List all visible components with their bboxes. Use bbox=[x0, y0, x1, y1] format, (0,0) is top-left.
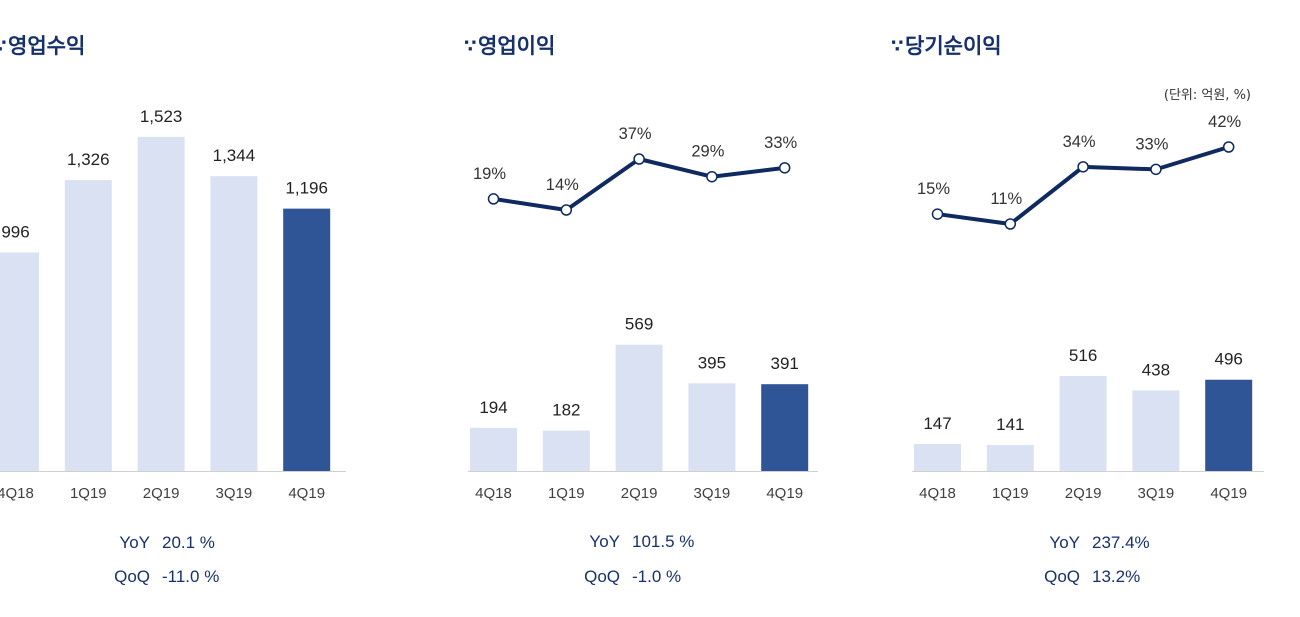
x-tick-label: 4Q18 bbox=[0, 485, 34, 502]
bar-value-label: 516 bbox=[1069, 346, 1097, 365]
bar-value-label: 194 bbox=[479, 398, 507, 417]
bar-value-label: 996 bbox=[1, 223, 29, 242]
margin-point bbox=[1077, 161, 1089, 173]
chart-title-bullet-icon: ∵ bbox=[0, 36, 7, 57]
x-tick-label: 2Q19 bbox=[1065, 485, 1102, 502]
chart-title: 영업수익 bbox=[8, 34, 85, 58]
margin-point bbox=[1222, 141, 1235, 153]
bar-3q19 bbox=[1132, 390, 1180, 471]
bar-value-label: 569 bbox=[625, 315, 653, 334]
yoy-label: YoY bbox=[119, 533, 150, 552]
bar-4q19 bbox=[283, 208, 331, 471]
margin-point bbox=[1150, 163, 1162, 176]
margin-line bbox=[493, 157, 785, 212]
margin-point bbox=[560, 204, 573, 216]
margin-label: 34% bbox=[1063, 133, 1096, 151]
x-tick-label: 3Q19 bbox=[1138, 485, 1175, 502]
bar-value-label: 395 bbox=[698, 353, 726, 372]
bar-value-label: 1,344 bbox=[213, 146, 256, 165]
yoy-label: YoY bbox=[1049, 533, 1080, 552]
bar-value-label: 141 bbox=[996, 415, 1024, 434]
margin-point bbox=[633, 153, 645, 165]
margin-label: 19% bbox=[473, 165, 506, 183]
bar-2q19 bbox=[137, 136, 185, 471]
qoq-label: QoQ bbox=[1044, 567, 1080, 586]
unit-note: (단위: 억원, %) bbox=[1164, 88, 1251, 103]
margin-point bbox=[778, 162, 791, 174]
bar-4q18 bbox=[470, 427, 517, 471]
x-tick-label: 4Q19 bbox=[1210, 485, 1247, 502]
x-tick-label: 1Q19 bbox=[992, 485, 1029, 502]
qoq-value: -11.0 % bbox=[162, 567, 219, 586]
margin-label: 14% bbox=[546, 176, 579, 194]
yoy-value: 20.1 % bbox=[162, 533, 215, 552]
x-tick-label: 3Q19 bbox=[694, 485, 731, 502]
qoq-label: QoQ bbox=[114, 567, 150, 586]
bar-2q19 bbox=[615, 344, 663, 471]
margin-point bbox=[931, 208, 944, 220]
x-tick-label: 4Q19 bbox=[288, 485, 325, 502]
chart-title-bullet-icon: ∵ bbox=[464, 36, 477, 57]
x-tick-label: 4Q18 bbox=[475, 485, 512, 502]
yoy-label: YoY bbox=[589, 532, 620, 551]
bar-value-label: 1,196 bbox=[285, 179, 328, 198]
x-tick-label: 4Q19 bbox=[766, 485, 803, 502]
bar-value-label: 1,326 bbox=[67, 150, 110, 169]
yoy-value: 101.5 % bbox=[632, 532, 694, 551]
margin-label: 42% bbox=[1208, 113, 1241, 131]
margin-point bbox=[487, 193, 500, 205]
margin-label: 29% bbox=[691, 143, 724, 161]
bar-value-label: 1,523 bbox=[140, 107, 183, 126]
qoq-value: -1.0 % bbox=[632, 567, 681, 586]
x-tick-label: 3Q19 bbox=[216, 485, 253, 502]
margin-line bbox=[937, 145, 1230, 226]
margin-label: 33% bbox=[764, 134, 797, 152]
x-tick-label: 1Q19 bbox=[70, 485, 107, 502]
yoy-value: 237.4% bbox=[1092, 533, 1150, 552]
bar-1q19 bbox=[986, 445, 1034, 471]
margin-point bbox=[706, 170, 718, 183]
chart-title: 당기순이익 bbox=[905, 34, 1002, 58]
margin-label: 33% bbox=[1135, 135, 1168, 153]
qoq-value: 13.2% bbox=[1092, 567, 1140, 586]
x-tick-label: 2Q19 bbox=[621, 485, 658, 502]
bar-2q19 bbox=[1059, 376, 1107, 471]
bar-value-label: 147 bbox=[923, 414, 951, 433]
bar-1q19 bbox=[64, 180, 112, 471]
bar-value-label: 438 bbox=[1142, 360, 1170, 379]
x-tick-label: 2Q19 bbox=[143, 485, 180, 502]
qoq-label: QoQ bbox=[584, 567, 620, 586]
x-tick-label: 4Q18 bbox=[919, 485, 956, 502]
chart-title: 영업이익 bbox=[478, 34, 555, 58]
bar-value-label: 391 bbox=[771, 354, 799, 373]
bar-value-label: 182 bbox=[552, 401, 580, 420]
bar-1q19 bbox=[542, 430, 590, 471]
bar-3q19 bbox=[688, 383, 736, 471]
margin-label: 15% bbox=[917, 180, 950, 198]
bar-4q18 bbox=[0, 252, 39, 471]
bar-4q19 bbox=[761, 384, 809, 471]
bar-4q19 bbox=[1205, 379, 1253, 471]
margin-label: 37% bbox=[619, 125, 652, 143]
margin-point bbox=[1004, 218, 1017, 230]
bar-value-label: 496 bbox=[1215, 350, 1243, 369]
bar-4q18 bbox=[914, 443, 961, 471]
x-tick-label: 1Q19 bbox=[548, 485, 585, 502]
bar-3q19 bbox=[210, 176, 258, 471]
chart-title-bullet-icon: ∵ bbox=[891, 36, 904, 57]
margin-label: 11% bbox=[990, 190, 1022, 208]
